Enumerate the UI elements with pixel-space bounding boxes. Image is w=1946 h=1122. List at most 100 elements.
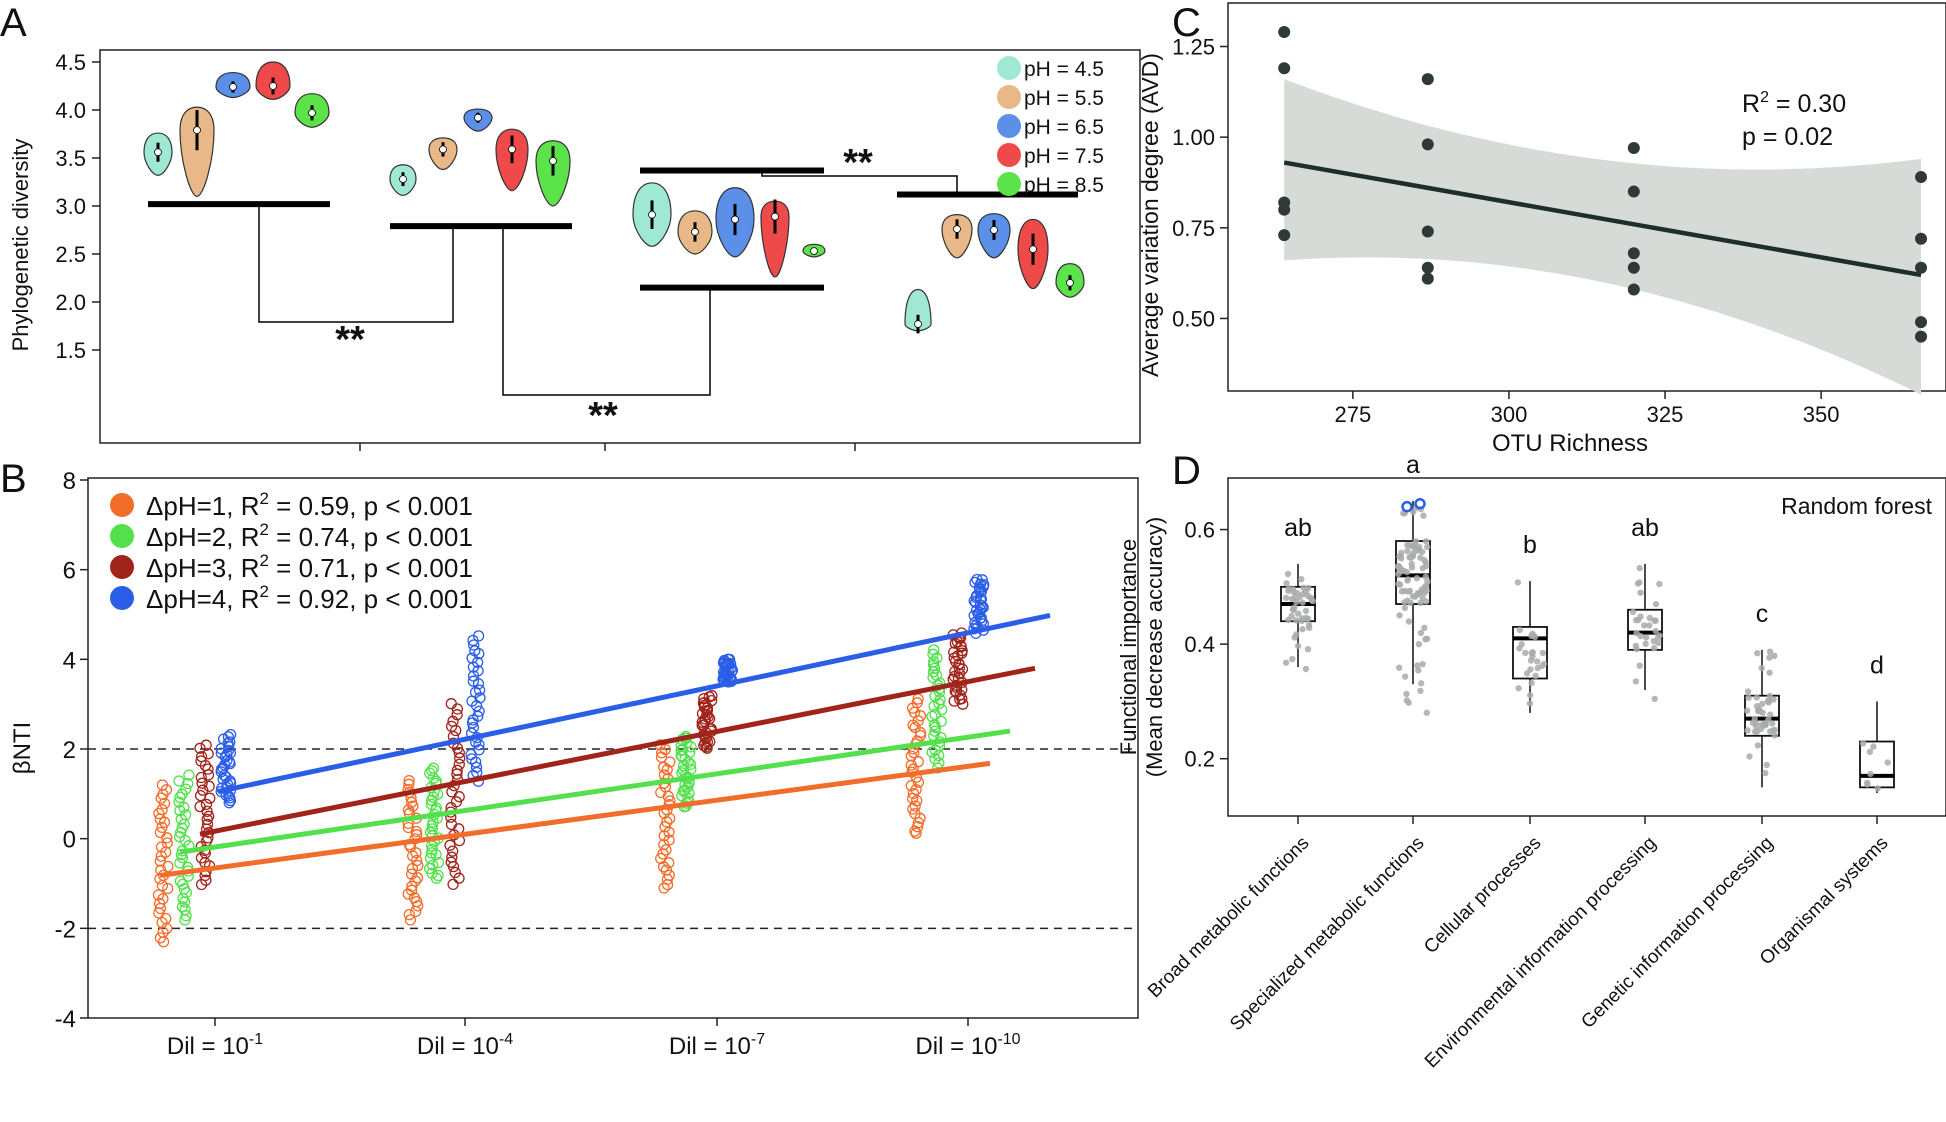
y-tick-label: 2.0 — [55, 290, 86, 315]
legend-label: pH = 5.5 — [1024, 87, 1104, 110]
significance-stars-2: ** — [588, 395, 618, 437]
data-point — [195, 750, 208, 763]
panel-c-r2: R2 = 0.30 — [1742, 89, 1846, 118]
violin-median — [691, 228, 699, 236]
y-tick-label: 0.6 — [1184, 518, 1215, 543]
panel-a-ylabel: Phylogenetic diversity — [8, 139, 33, 352]
data-point — [658, 761, 670, 773]
jitter-point — [1296, 593, 1304, 601]
data-point — [200, 739, 212, 751]
data-point — [162, 882, 174, 895]
data-point — [426, 764, 438, 777]
significance-stars-1: ** — [335, 319, 365, 361]
legend-swatch — [110, 555, 134, 579]
data-point — [449, 866, 461, 879]
data-point — [403, 908, 415, 921]
jitter-point — [1299, 626, 1306, 633]
panel-d-ylabel-line1: Functional importance — [1116, 539, 1141, 755]
jitter-point — [1397, 567, 1404, 574]
bracket — [761, 170, 958, 195]
y-tick-label: 2.5 — [55, 242, 86, 267]
bracket — [258, 204, 454, 323]
y-tick-label: 0.75 — [1172, 216, 1215, 241]
x-tick-label: Cellular processes — [1420, 833, 1545, 958]
data-point — [702, 711, 714, 723]
outlier-point — [1414, 498, 1426, 510]
jitter-point — [1298, 617, 1306, 624]
jitter-point — [1404, 541, 1411, 549]
jitter-point — [1398, 555, 1405, 562]
panel-c-confidence-band — [1284, 79, 1922, 395]
jitter-point — [1417, 599, 1424, 607]
jitter-point — [1414, 591, 1422, 598]
y-tick-label: 1.5 — [55, 338, 86, 363]
data-point — [453, 758, 465, 771]
data-point — [950, 686, 963, 699]
y-tick-label: 4 — [63, 647, 76, 674]
data-point — [197, 784, 209, 796]
x-tick-label: Genetic information processing — [1577, 833, 1777, 1033]
data-point — [403, 778, 415, 790]
data-point — [153, 807, 165, 820]
y-tick-label: -4 — [55, 1006, 76, 1033]
data-point — [467, 675, 480, 687]
jitter-point — [1417, 687, 1424, 695]
panel-label-c: C — [1172, 1, 1201, 45]
jitter-point — [1762, 769, 1769, 777]
significance-letter: c — [1756, 600, 1769, 628]
jitter-point — [1424, 578, 1431, 585]
jitter-point — [1759, 700, 1766, 707]
legend-swatch — [997, 114, 1021, 138]
data-point — [412, 859, 424, 872]
violin-median — [1029, 245, 1037, 254]
data-point — [179, 903, 191, 916]
y-tick-label: -2 — [55, 916, 76, 943]
data-point — [660, 864, 673, 876]
jitter-point — [1771, 652, 1778, 659]
jitter-point — [1767, 728, 1774, 735]
jitter-point — [1874, 785, 1881, 792]
data-point — [1627, 283, 1640, 296]
y-tick-label: 6 — [63, 558, 76, 585]
data-point — [929, 725, 941, 737]
jitter-point — [1288, 612, 1295, 620]
data-point — [402, 821, 415, 834]
data-point — [451, 764, 463, 776]
jitter-point — [1516, 626, 1523, 634]
jitter-point — [1764, 698, 1772, 705]
data-point — [194, 789, 207, 802]
data-point — [447, 845, 459, 857]
jitter-point — [1309, 597, 1317, 605]
jitter-point — [1651, 695, 1658, 703]
data-point — [929, 753, 941, 765]
jitter-point — [1867, 770, 1874, 777]
jitter-point — [1527, 691, 1534, 699]
significance-letter: ab — [1284, 514, 1312, 542]
jitter-point — [1636, 662, 1643, 669]
panel-b-x-axis: Dil = 10-1 Dil = 10-4 Dil = 10-7 Dil = 10-1… — [167, 1018, 1021, 1060]
data-point — [222, 744, 235, 757]
jitter-point — [1745, 694, 1752, 701]
panel-b-frame — [87, 477, 1139, 1019]
jitter-point — [1539, 662, 1546, 670]
jitter-point — [1294, 642, 1302, 650]
data-point — [931, 652, 943, 664]
data-point — [928, 644, 940, 656]
violin-median — [771, 212, 779, 221]
data-point — [445, 698, 457, 710]
jitter-point — [1405, 618, 1413, 625]
panel-a-y-axis: 1.5 2.0 2.5 3.0 3.5 4.0 4.5 — [55, 50, 100, 363]
jitter-point — [1866, 748, 1874, 756]
x-tick-label: Organismal systems — [1756, 833, 1893, 970]
data-point — [179, 809, 192, 821]
jitter-point — [1646, 622, 1653, 629]
data-point — [154, 932, 167, 944]
data-point — [173, 775, 185, 787]
data-point — [1915, 171, 1928, 184]
jitter-point — [1753, 694, 1760, 701]
x-tick-label: Environmental information processing — [1421, 833, 1661, 1073]
jitter-point — [1629, 608, 1637, 616]
jitter-point — [1643, 634, 1650, 641]
legend-label: ΔpH=3, R2 = 0.71, p < 0.001 — [146, 551, 473, 583]
